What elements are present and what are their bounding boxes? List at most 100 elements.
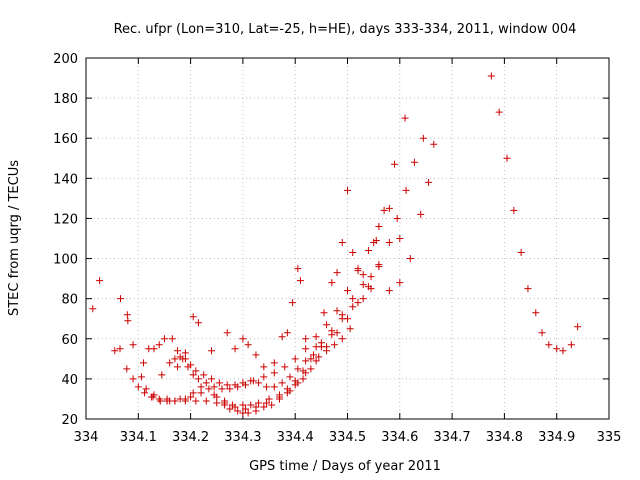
data-point	[134, 383, 142, 391]
data-point	[283, 329, 291, 337]
data-point	[150, 391, 158, 399]
data-point	[338, 335, 346, 343]
x-tick-label: 334.2	[172, 430, 209, 445]
data-point	[276, 395, 284, 403]
data-point	[315, 353, 323, 361]
data-point	[281, 363, 289, 371]
data-point	[221, 399, 229, 407]
data-point	[208, 375, 216, 383]
data-point	[553, 345, 561, 353]
x-tick-label: 334.7	[433, 430, 470, 445]
data-point	[194, 319, 202, 327]
axis-ticks: 334 334.1 334.2 334.3 334.4 334.5 334.6 334.7 33…	[53, 52, 621, 445]
data-point	[239, 379, 247, 387]
data-point	[320, 309, 328, 317]
data-point	[223, 329, 231, 337]
data-point	[344, 287, 351, 295]
data-point	[299, 367, 307, 375]
data-point	[349, 303, 357, 311]
y-axis-label: STEC from uqrg / TECUs	[7, 160, 22, 316]
data-point	[255, 399, 263, 407]
data-point	[524, 285, 532, 293]
data-point	[171, 397, 179, 405]
data-point	[89, 305, 97, 313]
data-point	[218, 385, 226, 393]
data-point	[289, 299, 297, 307]
data-point	[247, 377, 255, 385]
data-point	[364, 247, 372, 255]
data-point	[532, 309, 540, 317]
data-point	[380, 206, 388, 214]
data-point	[262, 399, 270, 407]
data-point	[317, 339, 325, 347]
data-point	[517, 249, 525, 257]
data-point	[244, 409, 252, 417]
data-point	[129, 341, 137, 349]
data-point	[323, 347, 331, 355]
data-point	[197, 389, 205, 397]
data-point	[210, 383, 218, 391]
data-point	[346, 325, 354, 333]
data-point	[302, 357, 310, 365]
y-tick-label: 120	[53, 212, 78, 227]
data-point	[396, 235, 404, 242]
data-point	[234, 407, 242, 415]
data-point	[333, 307, 341, 315]
data-point	[160, 335, 168, 343]
y-tick-label: 100	[53, 253, 78, 268]
data-point	[205, 385, 213, 393]
data-point	[117, 295, 125, 303]
data-point	[171, 355, 179, 363]
data-point	[244, 341, 252, 349]
data-point	[163, 395, 171, 403]
data-point	[116, 345, 124, 353]
data-point	[228, 401, 236, 409]
data-point	[430, 140, 438, 148]
data-point	[123, 365, 131, 373]
data-point	[538, 329, 546, 337]
data-point	[252, 351, 260, 359]
data-point	[307, 355, 315, 363]
data-point	[247, 401, 255, 409]
data-point	[270, 369, 278, 377]
data-point	[375, 222, 383, 230]
x-tick-label: 335	[597, 430, 622, 445]
data-point	[202, 397, 210, 405]
data-point	[291, 381, 299, 389]
data-point	[367, 285, 375, 293]
data-point	[487, 72, 495, 80]
data-point	[155, 341, 163, 349]
data-point	[425, 178, 433, 186]
data-point	[545, 341, 553, 349]
data-point	[111, 347, 119, 355]
data-point	[278, 379, 286, 387]
data-point	[385, 287, 393, 295]
data-point	[189, 313, 197, 321]
data-point	[344, 186, 351, 194]
data-point	[349, 295, 357, 303]
data-point	[323, 321, 331, 329]
data-point	[559, 347, 567, 355]
data-point	[286, 373, 294, 381]
data-point	[393, 214, 401, 222]
data-point	[417, 210, 425, 218]
y-tick-label: 200	[53, 52, 78, 67]
x-tick-label: 334.9	[538, 430, 575, 445]
data-point	[294, 365, 302, 373]
data-point	[252, 407, 260, 415]
data-points	[89, 72, 582, 417]
data-point	[231, 345, 239, 353]
x-tick-label: 334.3	[224, 430, 261, 445]
data-point	[96, 277, 104, 285]
data-point	[567, 341, 575, 349]
data-point	[189, 371, 197, 379]
data-point	[260, 373, 268, 381]
data-point	[192, 397, 200, 405]
data-point	[510, 206, 518, 214]
x-tick-label: 334.5	[329, 430, 366, 445]
grid-lines	[86, 58, 609, 419]
data-point	[312, 333, 320, 341]
data-point	[333, 329, 341, 337]
data-point	[255, 379, 263, 387]
data-point	[270, 383, 278, 391]
